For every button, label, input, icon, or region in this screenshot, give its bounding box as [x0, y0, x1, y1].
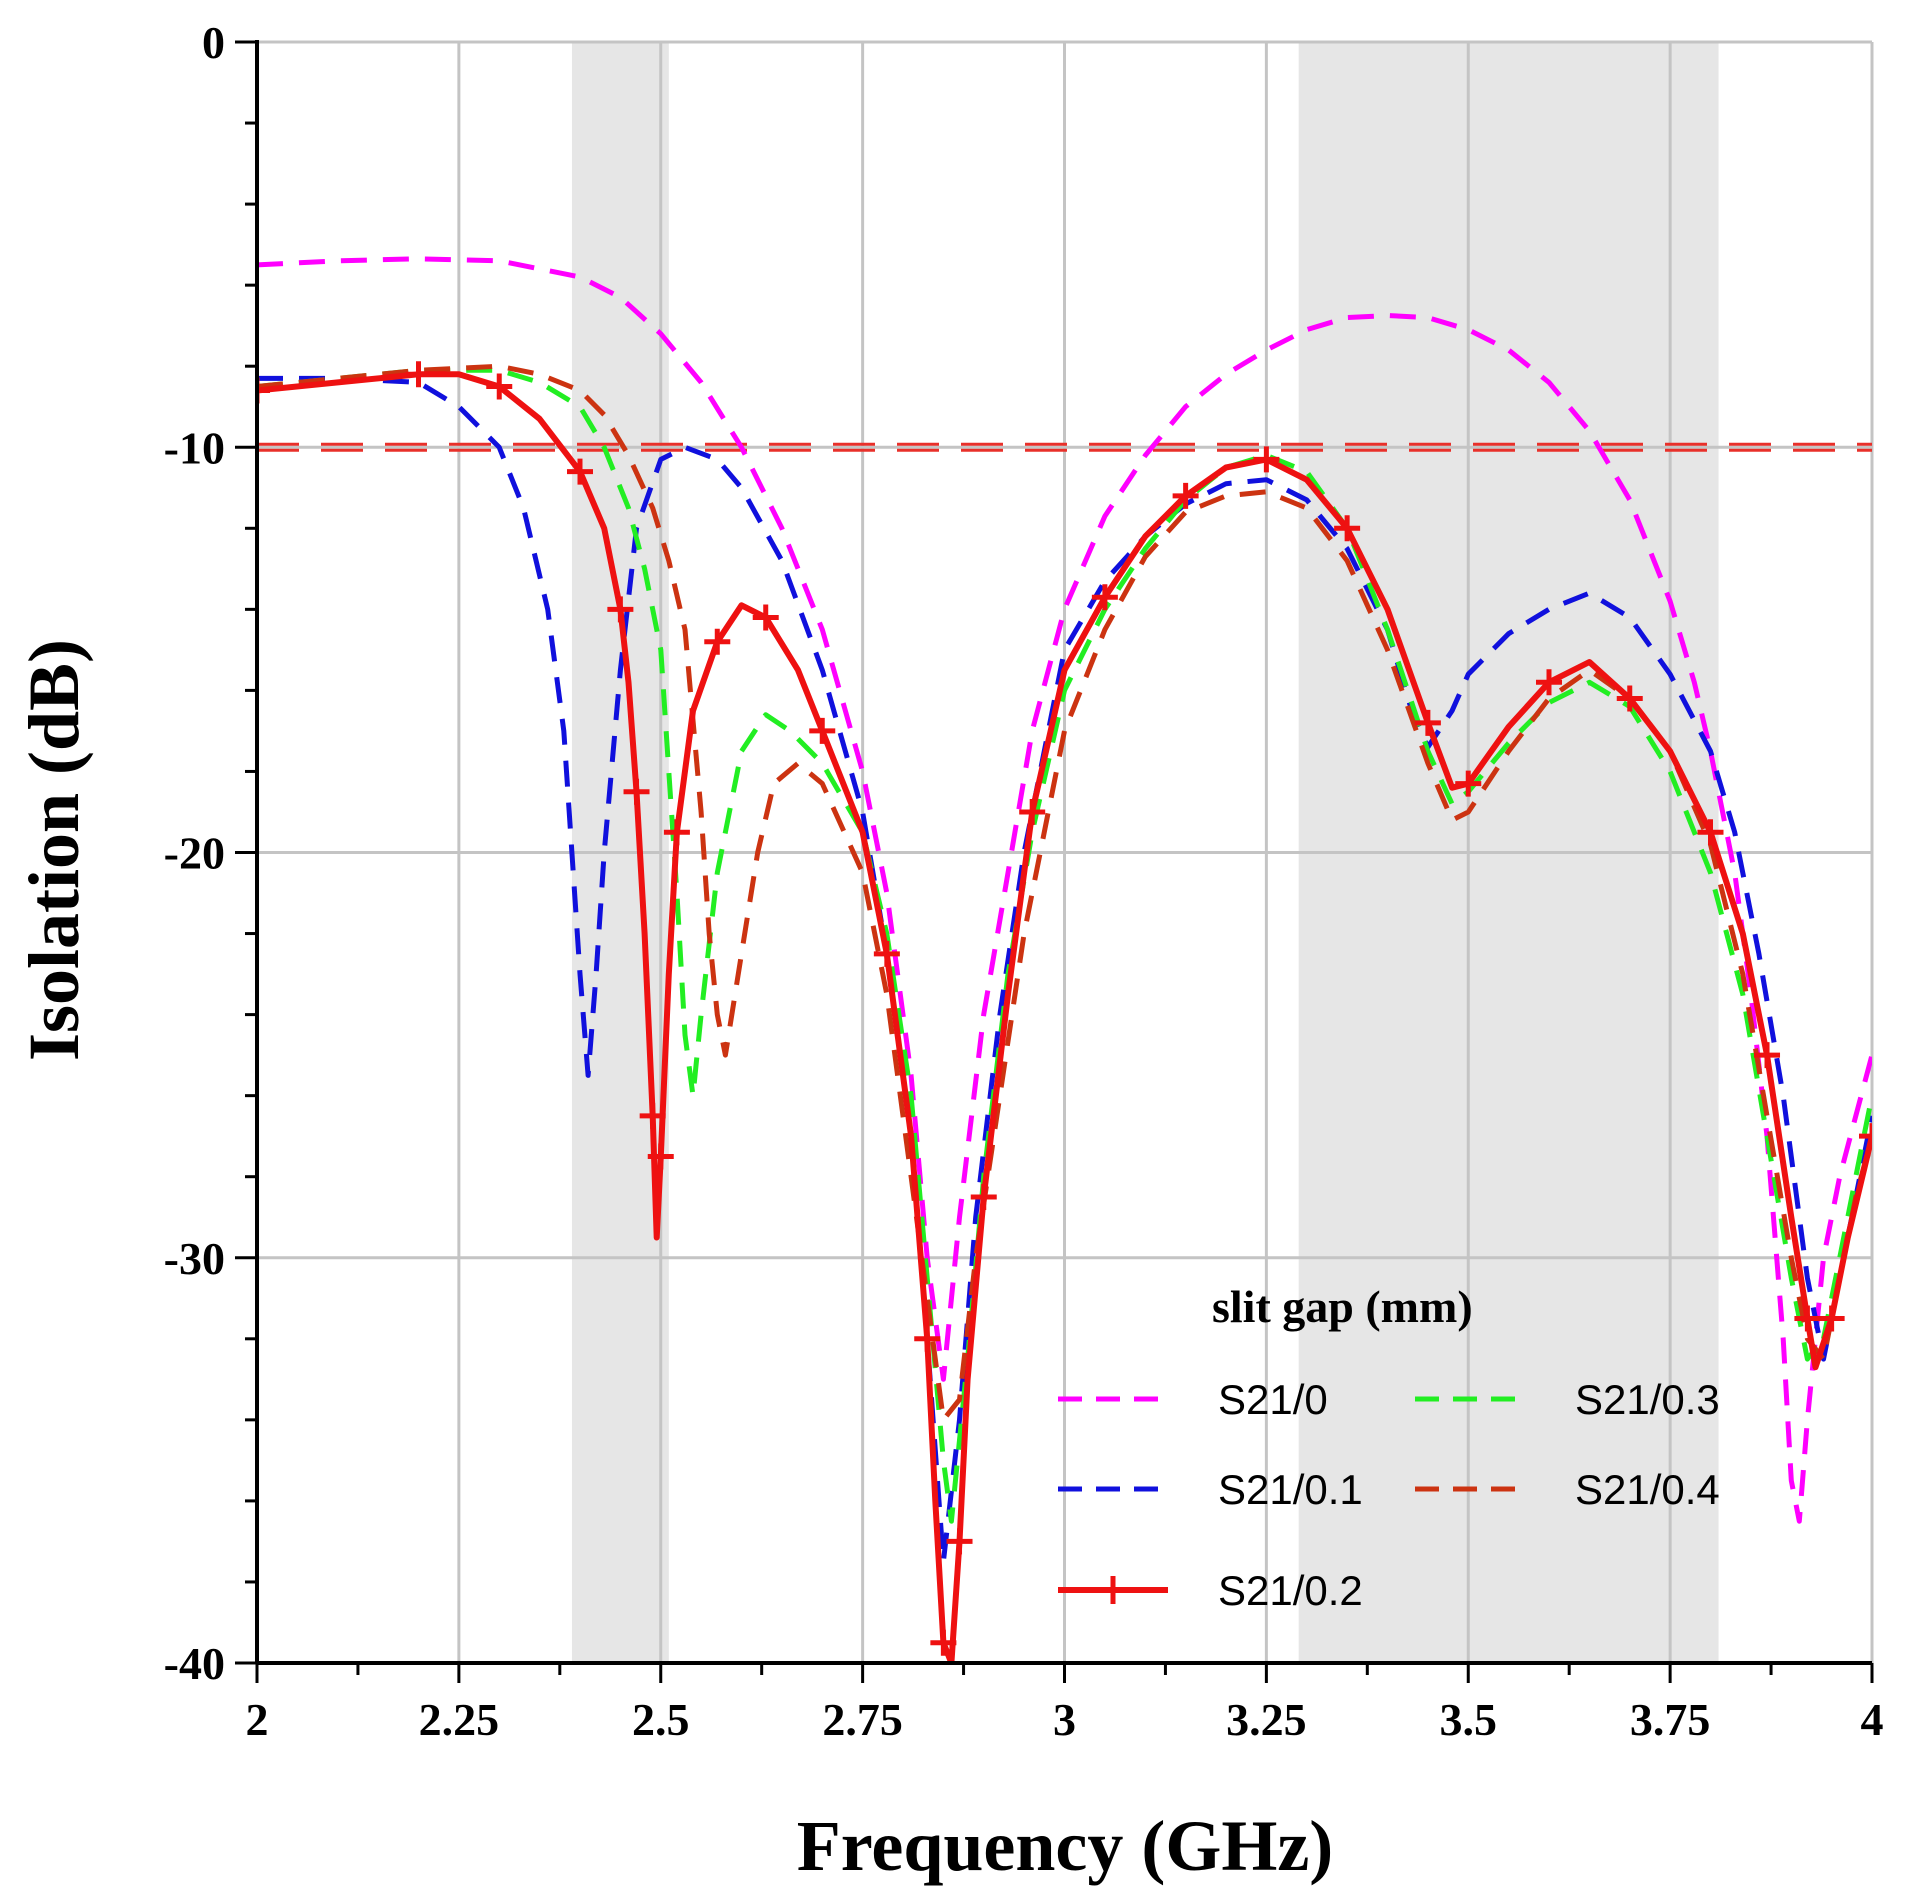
series-marker: [946, 1528, 973, 1555]
x-tick-label: 2: [246, 1694, 269, 1745]
x-tick-label: 3.5: [1440, 1694, 1498, 1745]
series-marker: [1334, 515, 1361, 542]
legend-label: S21/0.4: [1575, 1466, 1720, 1513]
x-tick-label: 4: [1861, 1694, 1884, 1745]
series-marker: [1536, 669, 1562, 696]
series-marker: [914, 1325, 941, 1352]
series-marker: [1253, 446, 1280, 473]
series-marker: [1818, 1305, 1845, 1332]
series-group: [257, 256, 1872, 1661]
y-tick-label: 0: [202, 17, 225, 68]
x-tick-label: 2.25: [419, 1694, 500, 1745]
series-marker: [1455, 770, 1482, 797]
y-axis-title: Isolation (dB): [14, 639, 94, 1061]
x-tick-label: 3: [1053, 1694, 1076, 1745]
legend-items: S21/0 S21/0.3 S21/0.1 S21/0.4 S21/0.2: [1058, 1376, 1720, 1614]
series-marker: [1091, 584, 1118, 611]
series-marker: [1697, 819, 1724, 846]
x-tick-label: 3.25: [1226, 1694, 1307, 1745]
series-s21-0-1: [257, 375, 1872, 1565]
series-s21-0-3: [257, 367, 1872, 1524]
legend: slit gap (mm) S21/0 S21/0.3 S21/0.1 S21/0.4…: [1058, 1281, 1720, 1614]
series-marker: [486, 373, 513, 400]
series-marker: [752, 604, 779, 631]
series-marker: [809, 717, 836, 744]
axes: [235, 40, 1874, 1683]
legend-label: S21/0: [1218, 1376, 1328, 1423]
series-marker: [970, 1183, 997, 1210]
x-axis-title: Frequency (GHz): [797, 1806, 1334, 1886]
y-tick-label: -20: [164, 828, 225, 879]
y-tick-label: -30: [164, 1233, 225, 1284]
y-tick-label: -10: [164, 422, 225, 473]
series-marker: [623, 778, 650, 805]
series-marker: [607, 596, 634, 623]
series-marker: [1414, 709, 1441, 736]
series-marker: [257, 377, 270, 404]
series-marker: [704, 628, 731, 655]
series-marker: [1794, 1305, 1821, 1332]
series-line: [257, 375, 1872, 1565]
series-marker: [405, 361, 432, 388]
series-line: [257, 367, 1872, 1524]
legend-item: S21/0.2: [1058, 1567, 1363, 1614]
legend-label: S21/0.1: [1218, 1466, 1363, 1513]
series-marker: [930, 1629, 957, 1656]
grid-lines: [257, 40, 1874, 1663]
x-tick-label: 2.5: [632, 1694, 690, 1745]
legend-item: S21/0.4: [1415, 1466, 1720, 1513]
series-marker: [663, 819, 690, 846]
series-marker: [1859, 1123, 1872, 1150]
series-marker: [873, 940, 900, 967]
legend-title: slit gap (mm): [1212, 1281, 1473, 1332]
legend-label: S21/0.2: [1218, 1567, 1363, 1614]
x-tick-label: 2.75: [822, 1694, 903, 1745]
series-marker: [647, 1143, 674, 1170]
series-s21-0-2: [257, 361, 1872, 1661]
series-marker: [1754, 1042, 1781, 1069]
series-marker: [567, 458, 593, 485]
legend-label: S21/0.3: [1575, 1376, 1720, 1423]
series-marker: [1019, 798, 1046, 825]
series-marker: [1616, 685, 1643, 712]
y-tick-label: -40: [164, 1638, 225, 1689]
tick-labels: 2 2.25 2.5 2.75 3 3.25 3.5 3.75 4 0 -10 -20 -30 -40: [164, 17, 1884, 1745]
legend-item: S21/0: [1058, 1376, 1328, 1423]
legend-item: S21/0.1: [1058, 1466, 1363, 1513]
series-marker: [1172, 482, 1199, 509]
legend-marker: [1099, 1576, 1127, 1604]
x-tick-label: 3.75: [1630, 1694, 1711, 1745]
series-marker: [639, 1102, 666, 1129]
legend-item: S21/0.3: [1415, 1376, 1720, 1423]
